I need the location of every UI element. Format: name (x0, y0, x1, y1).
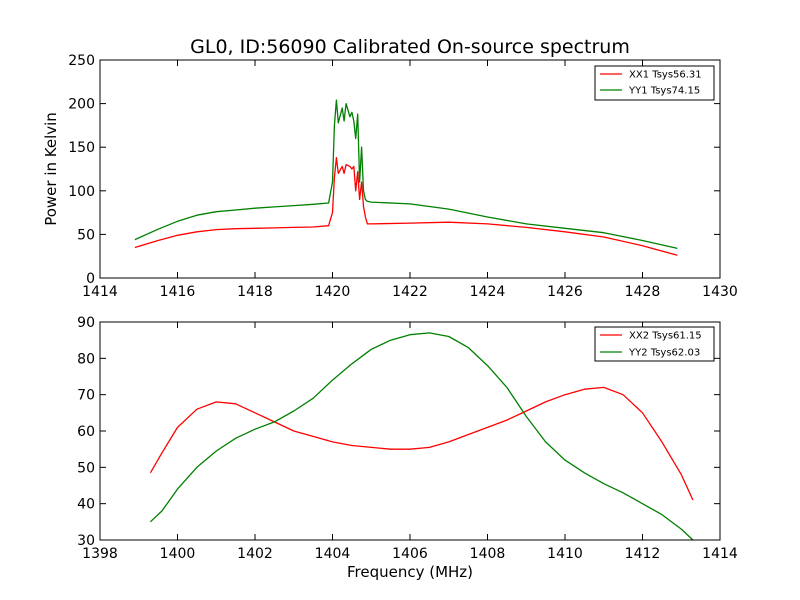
bottom-x-tick-label: 1410 (547, 546, 583, 562)
bottom-y-tick-label: 80 (77, 351, 95, 367)
legend-label-xx2: XX2 Tsys61.15 (629, 331, 702, 342)
legend-label-xx1: XX1 Tsys56.31 (629, 70, 702, 81)
bottom-series-layer (149, 332, 694, 541)
top-x-tick-label: 1420 (315, 284, 351, 300)
bottom-y-tick-label: 70 (77, 388, 95, 404)
x-axis-label: Frequency (MHz) (347, 563, 473, 581)
top-series-layer (134, 99, 678, 256)
top-x-tick-label: 1416 (160, 284, 196, 300)
bottom-x-tick-label: 1404 (315, 546, 351, 562)
top-series-line-0 (134, 157, 678, 256)
bottom-x-tick-label: 1398 (82, 546, 118, 562)
legend-label-yy1: YY1 Tsys74.15 (628, 86, 700, 97)
bottom-y-tick-label: 40 (77, 497, 95, 513)
top-x-tick-label: 1424 (470, 284, 506, 300)
bottom-x-tick-label: 1412 (625, 546, 661, 562)
legend-label-yy2: YY2 Tsys62.03 (628, 348, 700, 359)
bottom-x-tick-label: 1414 (702, 546, 738, 562)
top-x-tick-label: 1418 (237, 284, 273, 300)
bottom-y-tick-label: 60 (77, 424, 95, 440)
chart-title: GL0, ID:56090 Calibrated On-source spect… (190, 36, 630, 58)
bottom-x-tick-label: 1402 (237, 546, 273, 562)
top-y-tick-label: 50 (77, 227, 95, 243)
bottom-spectrum-panel: Frequency (MHz) 1398 1400 1402 1404 1406 1408… (77, 315, 738, 581)
bottom-series-line-1 (149, 332, 694, 541)
bottom-series-line-0 (149, 386, 694, 501)
top-x-tick-label: 1430 (702, 284, 738, 300)
top-y-tick-label: 100 (68, 184, 95, 200)
top-ticks-layer: 1414 1416 1418 1420 1422 1424 1426 1428 1430 0 50 1… (68, 53, 738, 300)
bottom-legend-box (594, 326, 715, 362)
bottom-ticks-layer: 1398 1400 1402 1404 1406 1408 1410 1412 1414 30 40… (77, 315, 738, 562)
top-spectrum-panel: GL0, ID:56090 Calibrated On-source spect… (42, 36, 738, 300)
top-x-tick-label: 1426 (547, 284, 583, 300)
bottom-x-tick-label: 1408 (470, 546, 506, 562)
top-y-tick-label: 150 (68, 140, 95, 156)
bottom-axes-frame (99, 321, 721, 541)
bottom-y-tick-label: 30 (77, 533, 95, 549)
bottom-y-tick-label: 50 (77, 460, 95, 476)
top-legend: XX1 Tsys56.31 YY1 Tsys74.15 (594, 65, 715, 101)
top-x-tick-label: 1428 (625, 284, 661, 300)
top-y-tick-label: 250 (68, 53, 95, 69)
top-x-tick-label: 1414 (82, 284, 118, 300)
bottom-legend: XX2 Tsys61.15 YY2 Tsys62.03 (594, 326, 715, 362)
top-y-tick-label: 200 (68, 97, 95, 113)
bottom-y-tick-label: 90 (77, 315, 95, 331)
bottom-x-tick-label: 1400 (160, 546, 196, 562)
top-axes-frame (99, 59, 721, 279)
top-x-tick-label: 1422 (392, 284, 428, 300)
top-legend-box (594, 65, 715, 101)
top-series-line-1 (134, 99, 678, 250)
y-axis-label: Power in Kelvin (42, 112, 60, 226)
bottom-x-tick-label: 1406 (392, 546, 428, 562)
top-y-tick-label: 0 (86, 271, 95, 287)
